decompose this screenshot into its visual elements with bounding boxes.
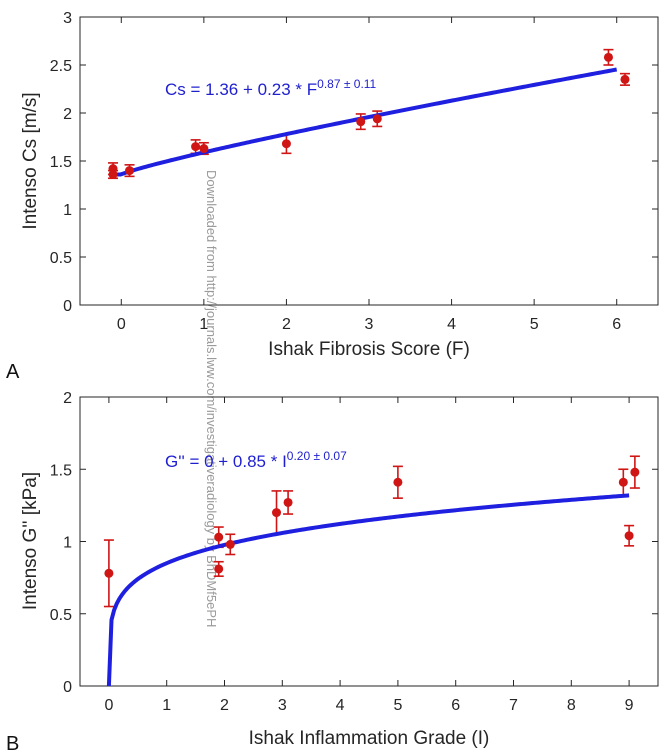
x-tick-label-b: 8 [567, 697, 576, 714]
data-point-a [125, 166, 135, 176]
x-axis-label-a: Ishak Fibrosis Score (F) [268, 339, 470, 360]
watermark-text: Downloaded from http://journals.lww.com/… [204, 170, 219, 627]
y-tick-label-b: 0.5 [50, 607, 72, 624]
x-tick-label-b: 0 [104, 697, 113, 714]
x-tick-label-a: 3 [365, 316, 374, 333]
data-point-a [356, 117, 366, 127]
data-point-b [272, 508, 282, 518]
y-tick-label-a: 3 [63, 10, 72, 27]
data-point-b [393, 477, 403, 487]
data-point-a [281, 139, 291, 149]
panel-a: 0 1 2 3 4 5 6 0 0.5 1 1.5 2 2.5 3 Cs = 1.36 + 0.23 * … [6, 10, 659, 383]
y-tick-label-a: 2 [63, 106, 72, 123]
ticks-b: 0 1 2 3 4 5 6 7 8 9 0 0.5 1 1.5 2 [50, 390, 658, 714]
x-tick-label-b: 7 [509, 697, 518, 714]
y-tick-label-a: 1 [63, 202, 72, 219]
fit-equation-b-base: G'' = 0 + 0.85 * I [165, 452, 287, 471]
panel-b: 0 1 2 3 4 5 6 7 8 9 0 0.5 1 1.5 2 G'' = 0 + 0.85 * I0.… [6, 390, 659, 752]
x-tick-label-b: 9 [625, 697, 634, 714]
y-tick-label-b: 2 [63, 390, 72, 407]
x-tick-label-b: 1 [162, 697, 171, 714]
x-tick-label-a: 6 [612, 316, 621, 333]
x-tick-label-a: 1 [199, 316, 208, 333]
y-tick-label-a: 0.5 [50, 250, 72, 267]
x-tick-label-a: 0 [117, 316, 126, 333]
fit-equation-a: Cs = 1.36 + 0.23 * F0.87 ± 0.11 [165, 77, 377, 99]
error-bars-b [103, 455, 640, 608]
x-tick-label-a: 5 [530, 316, 539, 333]
fit-equation-b-exponent: 0.20 ± 0.07 [287, 449, 347, 463]
x-tick-label-b: 4 [336, 697, 345, 714]
data-point-a [372, 114, 382, 124]
fit-curve-a [113, 67, 618, 177]
data-point-a [191, 142, 201, 152]
y-axis-label-a: Intenso Cs [m/s] [20, 92, 41, 229]
y-tick-label-a: 2.5 [50, 58, 72, 75]
data-point-a [603, 52, 613, 62]
x-tick-label-b: 2 [220, 697, 229, 714]
fit-curve-b [106, 493, 630, 687]
data-point-b [618, 477, 628, 487]
data-point-a [620, 74, 630, 84]
panel-label-a: A [6, 361, 20, 383]
fit-equation-a-base: Cs = 1.36 + 0.23 * F [165, 80, 317, 99]
x-tick-label-b: 3 [278, 697, 287, 714]
y-tick-label-a: 1.5 [50, 154, 72, 171]
data-point-b [283, 497, 293, 507]
points-a [108, 52, 630, 179]
x-tick-label-b: 6 [451, 697, 460, 714]
data-point-b [214, 564, 224, 574]
x-tick-label-b: 5 [393, 697, 402, 714]
data-point-b [225, 539, 235, 549]
error-bars-a [108, 48, 630, 180]
data-point-b [214, 532, 224, 542]
data-point-a [199, 144, 209, 154]
fit-equation-b: G'' = 0 + 0.85 * I0.20 ± 0.07 [165, 449, 347, 471]
x-axis-label-b: Ishak Inflammation Grade (I) [249, 728, 490, 749]
y-axis-label-b: Intenso G'' [kPa] [20, 472, 41, 610]
data-point-a [108, 169, 118, 179]
data-point-b [624, 531, 634, 541]
y-tick-label-a: 0 [63, 298, 72, 315]
y-tick-label-b: 1.5 [50, 462, 72, 479]
y-tick-label-b: 0 [63, 679, 72, 696]
ticks-a: 0 1 2 3 4 5 6 0 0.5 1 1.5 2 2.5 3 [50, 10, 658, 333]
x-tick-label-a: 2 [282, 316, 291, 333]
fit-equation-a-exponent: 0.87 ± 0.11 [317, 77, 376, 91]
data-point-b [104, 568, 114, 578]
data-point-b [630, 467, 640, 477]
panel-label-b: B [6, 733, 19, 752]
points-b [104, 467, 640, 578]
plot-area-b [79, 396, 659, 687]
x-tick-label-a: 4 [447, 316, 456, 333]
y-tick-label-b: 1 [63, 535, 72, 552]
